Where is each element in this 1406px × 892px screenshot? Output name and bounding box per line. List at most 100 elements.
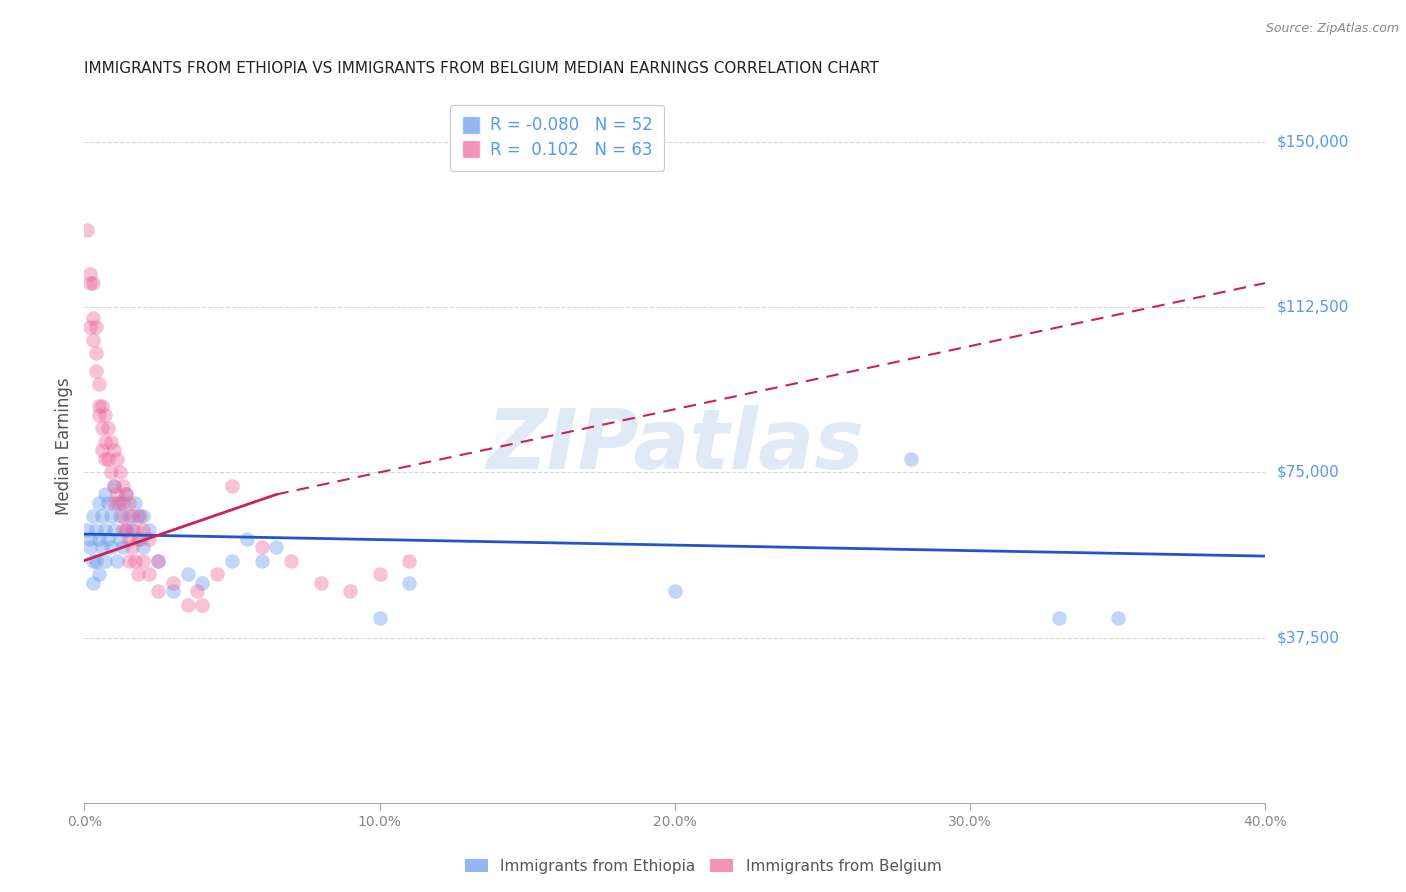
Point (79, 532, 101, 546)
Point (398, 575, 420, 590)
Point (91, 509, 114, 524)
Point (76, 223, 98, 237)
Point (186, 584, 208, 599)
Point (103, 496, 125, 510)
Point (177, 598, 200, 612)
Point (177, 566, 200, 581)
Point (111, 496, 134, 510)
Point (114, 523, 136, 537)
Point (82, 553, 104, 567)
Point (105, 487, 128, 501)
Point (138, 566, 160, 581)
Point (205, 566, 228, 581)
Point (94, 553, 117, 567)
Point (235, 532, 259, 546)
Point (1047, 611, 1070, 625)
Point (250, 541, 273, 555)
Point (339, 584, 361, 599)
Point (108, 532, 131, 546)
Point (84, 364, 107, 378)
Point (111, 509, 134, 524)
Point (76, 523, 98, 537)
Point (105, 452, 128, 467)
Point (87, 566, 111, 581)
Text: $37,500: $37,500 (1277, 630, 1340, 645)
Point (114, 487, 136, 501)
Point (84, 346, 107, 360)
Point (82, 333, 104, 347)
Point (100, 466, 122, 480)
Point (111, 523, 134, 537)
Point (84, 523, 107, 537)
Point (103, 523, 125, 537)
Point (94, 434, 117, 449)
Point (127, 509, 149, 524)
Point (148, 553, 170, 567)
Point (121, 523, 143, 537)
Point (121, 541, 143, 555)
Point (105, 553, 128, 567)
Point (91, 421, 114, 435)
Point (97, 496, 120, 510)
Text: IMMIGRANTS FROM ETHIOPIA VS IMMIGRANTS FROM BELGIUM MEDIAN EARNINGS CORRELATION : IMMIGRANTS FROM ETHIOPIA VS IMMIGRANTS F… (84, 61, 879, 76)
Point (124, 523, 146, 537)
Point (398, 553, 420, 567)
Legend: R = -0.080   N = 52, R =  0.102   N = 63: R = -0.080 N = 52, R = 0.102 N = 63 (450, 104, 664, 170)
Point (87, 408, 111, 422)
Point (105, 496, 128, 510)
Point (82, 509, 104, 524)
Point (132, 541, 155, 555)
Point (100, 509, 122, 524)
Point (132, 523, 155, 537)
Point (114, 487, 136, 501)
Point (111, 541, 134, 555)
Point (103, 478, 125, 492)
Text: $75,000: $75,000 (1277, 465, 1340, 480)
Point (87, 496, 111, 510)
Point (127, 532, 149, 546)
Point (91, 541, 114, 555)
Point (121, 509, 143, 524)
Text: Source: ZipAtlas.com: Source: ZipAtlas.com (1265, 22, 1399, 36)
Point (87, 532, 111, 546)
Point (309, 575, 332, 590)
Point (148, 553, 170, 567)
Point (118, 496, 141, 510)
Point (94, 452, 117, 467)
Legend: Immigrants from Ethiopia, Immigrants from Belgium: Immigrants from Ethiopia, Immigrants fro… (458, 853, 948, 880)
Point (91, 443, 114, 458)
Point (132, 509, 155, 524)
Point (79, 541, 101, 555)
Point (138, 532, 160, 546)
Point (84, 320, 107, 334)
Point (129, 509, 152, 524)
Point (91, 400, 114, 414)
Point (250, 553, 273, 567)
Point (664, 584, 686, 599)
Point (94, 523, 117, 537)
Point (82, 311, 104, 326)
Text: $150,000: $150,000 (1277, 135, 1348, 150)
Point (162, 575, 184, 590)
Point (191, 575, 214, 590)
Point (84, 553, 107, 567)
Point (108, 466, 131, 480)
Point (191, 598, 214, 612)
Point (103, 478, 125, 492)
Text: ZIPatlas: ZIPatlas (486, 406, 863, 486)
Point (368, 566, 391, 581)
Point (97, 532, 120, 546)
Point (97, 421, 120, 435)
Point (111, 478, 134, 492)
Point (118, 553, 141, 567)
Point (124, 496, 146, 510)
Text: $112,500: $112,500 (1277, 300, 1348, 315)
Point (94, 408, 117, 422)
Point (108, 509, 131, 524)
Point (148, 584, 170, 599)
Point (1107, 611, 1129, 625)
Point (221, 478, 243, 492)
Y-axis label: Median Earnings: Median Earnings (55, 377, 73, 515)
Point (97, 452, 120, 467)
Point (79, 276, 101, 290)
